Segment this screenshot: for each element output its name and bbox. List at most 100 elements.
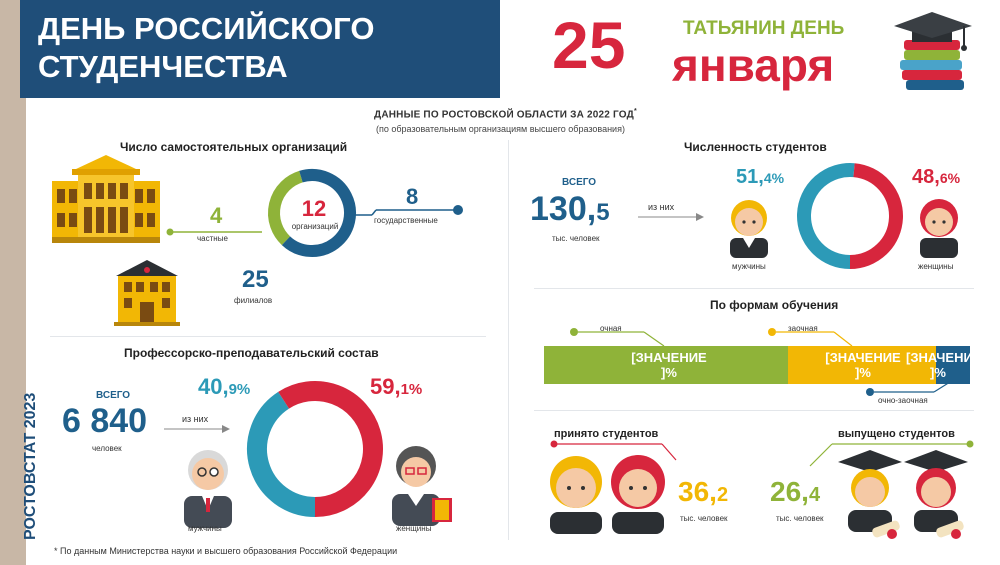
- graduate-students-icon: [838, 450, 968, 539]
- full-time-bar: [544, 346, 788, 384]
- admitted-value-int: 36,: [678, 476, 717, 507]
- evening-label: очно-заочная: [878, 396, 928, 405]
- title-line-1: ДЕНЬ РОССИЙСКОГО: [38, 11, 375, 46]
- staff-donut-chart: [247, 381, 383, 517]
- holiday-name: ТАТЬЯНИН ДЕНЬ: [683, 18, 845, 39]
- students-male-percent: 51,4%: [736, 166, 784, 189]
- full-time-value: [ЗНАЧЕНИЕ]%: [604, 350, 734, 380]
- students-of-them: из них: [648, 202, 675, 212]
- private-label: частные: [197, 234, 228, 243]
- forms-heading: По формам обучения: [710, 298, 839, 312]
- side-label-text: РОСТОВСТАТ 2023: [22, 392, 39, 540]
- female-professor-icon: [392, 446, 452, 526]
- students-female-label: женщины: [918, 262, 954, 271]
- graduation-books-icon: [894, 12, 972, 90]
- title-line-2: СТУДЕНЧЕСТВА: [38, 49, 288, 84]
- date-month: января: [672, 39, 835, 91]
- students-total-dec: 5: [596, 199, 610, 226]
- evening-value-line2: ]%: [930, 365, 946, 380]
- private-leader-dot: [166, 228, 174, 236]
- state-label: государственные: [374, 216, 438, 225]
- branches-label: филиалов: [234, 296, 273, 305]
- graduated-leader-line: [809, 440, 974, 467]
- graduated-value-dec: 4: [808, 484, 821, 506]
- staff-male-int: 40,: [198, 374, 229, 399]
- private-value: 4: [210, 203, 223, 228]
- forms-leader-lines: [570, 328, 951, 396]
- university-building-icon: [52, 155, 160, 243]
- date-day: 25: [552, 8, 626, 82]
- students-female-percent: 48,6%: [912, 166, 960, 189]
- full-time-label: очная: [600, 324, 622, 333]
- graduated-unit: тыс. человек: [776, 514, 824, 523]
- students-heading: Численность студентов: [684, 140, 827, 154]
- footnote: * По данным Министерства науки и высшего…: [54, 546, 398, 556]
- staff-female-percent: 59,1%: [370, 374, 422, 400]
- part-time-value: [ЗНАЧЕНИЕ]%: [808, 350, 918, 380]
- admitted-leader-line: [550, 440, 677, 461]
- organizations-total-label: организаций: [291, 222, 339, 231]
- part-time-bar: [788, 346, 936, 384]
- students-total: 130,5: [530, 190, 610, 229]
- org-private-arc: [268, 170, 303, 246]
- students-total-unit: тыс. человек: [552, 234, 600, 243]
- evening-bar: [936, 346, 970, 384]
- students-female-arc: [849, 163, 903, 269]
- students-total-caption: ВСЕГО: [562, 177, 597, 188]
- full-time-value-line2: ]%: [661, 365, 677, 380]
- side-label: РОСТОВСТАТ 2023: [22, 340, 44, 540]
- admitted-unit: тыс. человек: [680, 514, 728, 523]
- staff-male-dec: 9%: [228, 381, 251, 398]
- page-title: ДЕНЬ РОССИЙСКОГО СТУДЕНЧЕСТВА: [38, 10, 488, 86]
- staff-female-arc: [278, 381, 383, 517]
- graduated-value-int: 26,: [770, 476, 809, 507]
- admitted-value: 36,2: [678, 476, 728, 508]
- header-banner: [20, 0, 500, 98]
- organizations-total: 12: [301, 196, 327, 221]
- organizations-donut-chart: [166, 169, 463, 257]
- evening-value: [ЗНАЧЕНИ]%: [906, 350, 970, 380]
- students-male-arc: [797, 163, 855, 269]
- students-male-int: 51,: [736, 166, 764, 188]
- part-time-value-line2: ]%: [855, 365, 871, 380]
- evening-value-line1: [ЗНАЧЕНИ: [906, 350, 970, 365]
- state-value: 8: [406, 184, 419, 209]
- staff-female-int: 59,: [370, 374, 401, 399]
- intro-asterisk: *: [633, 108, 637, 115]
- students-arrow-icon: [638, 213, 704, 221]
- intro-title: ДАННЫЕ ПО РОСТОВСКОЙ ОБЛАСТИ ЗА 2022 ГОД…: [374, 108, 637, 120]
- organizations-heading: Число самостоятельных организаций: [120, 140, 348, 154]
- branches-value: 25: [242, 266, 269, 293]
- staff-total: 6 840: [62, 402, 148, 440]
- students-male-label: мужчины: [732, 262, 766, 271]
- female-student-icon: [920, 199, 958, 258]
- part-time-label: заочная: [788, 324, 818, 333]
- right-divider-1: [534, 288, 974, 289]
- students-female-int: 48,: [912, 166, 940, 188]
- staff-male-arc: [247, 391, 316, 517]
- right-divider-2: [534, 410, 974, 411]
- part-time-value-line1: [ЗНАЧЕНИЕ: [825, 350, 901, 365]
- staff-male-label: мужчины: [188, 524, 222, 533]
- students-female-dec: 6%: [939, 170, 961, 186]
- students-donut-chart: [797, 163, 903, 269]
- state-leader-dot: [453, 205, 463, 215]
- staff-total-unit: человек: [92, 444, 122, 453]
- male-student-icon: [730, 200, 768, 258]
- admitted-value-dec: 2: [716, 484, 729, 506]
- staff-arrow-icon: [164, 425, 230, 433]
- staff-total-caption: ВСЕГО: [96, 390, 131, 401]
- staff-female-dec: 1%: [400, 381, 423, 398]
- center-divider: [508, 140, 509, 540]
- intro-subtitle: (по образовательным организациям высшего…: [376, 124, 625, 134]
- staff-heading: Профессорско-преподавательский состав: [124, 346, 379, 360]
- intro-title-text: ДАННЫЕ ПО РОСТОВСКОЙ ОБЛАСТИ ЗА 2022 ГОД: [374, 109, 634, 121]
- graduated-heading: выпущено студентов: [838, 428, 955, 440]
- students-total-int: 130,: [530, 190, 597, 228]
- staff-female-label: женщины: [396, 524, 432, 533]
- admitted-students-icon: [550, 455, 665, 534]
- left-divider: [50, 336, 486, 337]
- org-state-arc: [281, 169, 356, 257]
- staff-of-them: из них: [182, 414, 209, 424]
